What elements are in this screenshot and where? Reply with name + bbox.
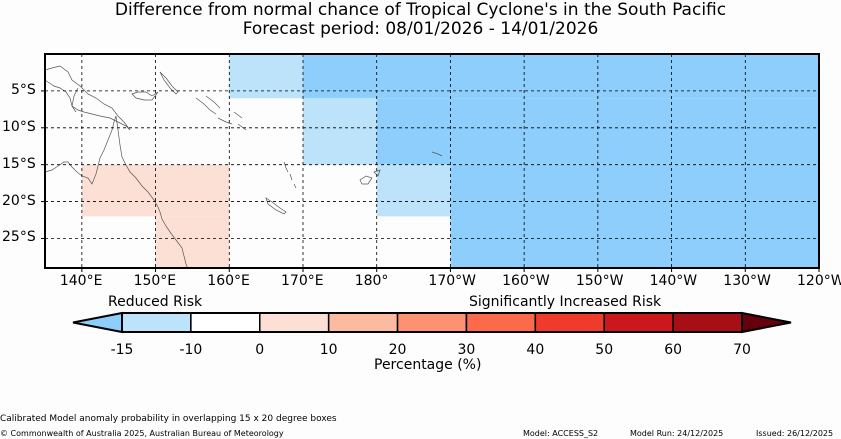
model-run-date: Model Run: 24/12/2025 xyxy=(630,429,724,438)
colorbar-segment-0 xyxy=(121,312,192,333)
australia-coastline xyxy=(44,115,189,270)
reduced-risk-label: Reduced Risk xyxy=(108,294,203,310)
colorbar-segment-1 xyxy=(190,312,261,333)
anomaly-cell-0 xyxy=(229,54,303,99)
anomaly-cell-6 xyxy=(450,164,819,268)
colorbar-segment-8 xyxy=(672,312,743,333)
lon-tick-marks xyxy=(81,268,820,272)
lon-label-3: 170°E xyxy=(281,273,324,289)
model-name: Model: ACCESS_S2 xyxy=(523,429,599,438)
map-frame xyxy=(44,53,820,269)
colorbar-tick-1: -10 xyxy=(179,342,203,358)
lon-label-10: 120°W xyxy=(797,273,841,289)
colorbar-tick-8: 60 xyxy=(664,342,683,358)
new-guinea-coastline xyxy=(44,65,131,131)
colorbar-tick-2: 0 xyxy=(255,342,265,358)
colorbar-under-arrow xyxy=(72,311,123,334)
coastlines xyxy=(44,65,443,270)
anomaly-cell-5 xyxy=(376,164,451,217)
new-guinea-south-coast xyxy=(71,87,79,113)
lat-label-0: 5°S xyxy=(11,81,36,98)
copyright-note: © Commonwealth of Australia 2025, Austra… xyxy=(0,429,284,438)
anomaly-cell-7 xyxy=(81,164,230,217)
colorbar-segment-3 xyxy=(327,312,399,333)
new-ireland-coastline xyxy=(159,71,179,95)
lon-label-2: 160°E xyxy=(207,273,250,289)
colorbar-segment-6 xyxy=(534,312,605,333)
fiji-outer-islands xyxy=(431,151,443,157)
anomaly-cell-1 xyxy=(303,54,377,99)
colorbar xyxy=(72,311,792,334)
anomaly-cell-8 xyxy=(155,216,230,268)
lat-tick-marks xyxy=(41,90,45,239)
colorbar-segment-4 xyxy=(396,312,468,333)
issued-date: Issued: 26/12/2025 xyxy=(756,429,834,438)
lon-label-7: 150°W xyxy=(575,273,624,289)
method-note: Calibrated Model anomaly probability in … xyxy=(0,414,337,424)
lon-label-8: 140°W xyxy=(649,273,698,289)
new-britain-coastline xyxy=(131,91,159,101)
colorbar-segment-2 xyxy=(259,312,330,333)
lat-label-1: 10°S xyxy=(2,118,36,135)
lon-label-1: 150°E xyxy=(133,273,177,289)
colorbar-tick-4: 20 xyxy=(388,342,407,358)
lon-label-9: 130°W xyxy=(723,273,771,289)
lat-label-2: 15°S xyxy=(2,155,36,172)
graticule xyxy=(45,54,819,268)
title-line-1: Difference from normal chance of Tropica… xyxy=(114,0,727,20)
colorbar-tick-3: 10 xyxy=(319,342,338,358)
solomon-islands-coastline xyxy=(195,95,247,131)
colorbar-tick-0: -15 xyxy=(110,342,134,358)
colorbar-frame xyxy=(121,312,743,333)
lon-label-0: 140°E xyxy=(59,273,103,289)
vanuatu-coastline xyxy=(283,161,297,189)
colorbar-segment-5 xyxy=(465,312,537,333)
anomaly-cell-3 xyxy=(303,98,377,165)
new-caledonia-coastline xyxy=(265,197,287,215)
lon-label-5: 170°W xyxy=(428,273,476,289)
lat-label-4: 25°S xyxy=(2,229,36,246)
colorbar-tick-9: 70 xyxy=(733,342,751,358)
lon-label-4: 180° xyxy=(354,273,389,289)
title-line-2: Forecast period: 08/01/2026 - 14/01/2026 xyxy=(242,19,599,39)
colorbar-over-arrow xyxy=(741,311,792,334)
colorbar-xlabel: Percentage (%) xyxy=(374,357,482,373)
lon-label-6: 160°W xyxy=(502,273,550,289)
increased-risk-label: Significantly Increased Risk xyxy=(469,294,662,310)
lat-label-3: 20°S xyxy=(2,192,36,209)
colorbar-tick-6: 40 xyxy=(526,342,545,358)
colorbar-segment-7 xyxy=(603,312,674,333)
colorbar-tick-7: 50 xyxy=(595,342,614,358)
colorbar-tick-5: 30 xyxy=(457,342,476,358)
